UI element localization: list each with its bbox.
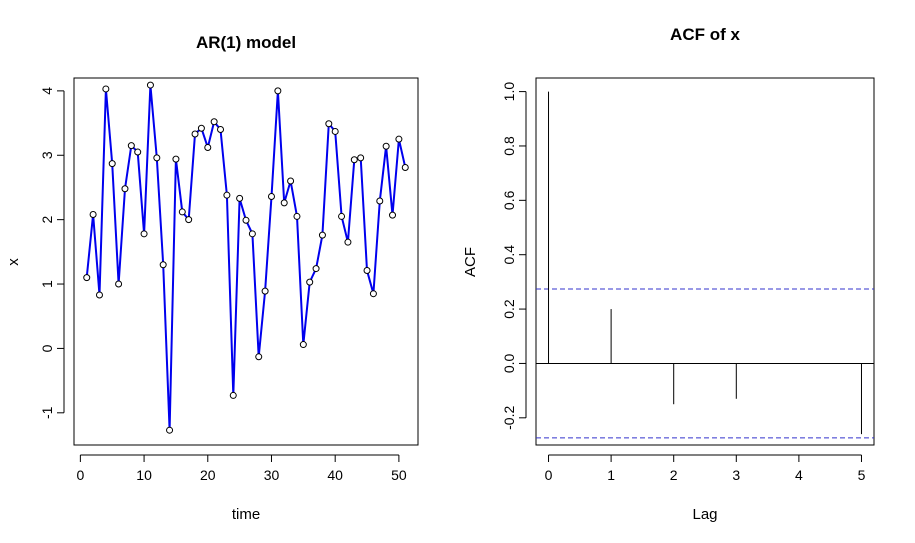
ar1-point [376,197,384,205]
ar1-point [102,85,110,93]
ar1-point [363,267,371,275]
ar1-point [287,177,295,185]
ar1-point [229,391,237,399]
ar1-point [312,265,320,273]
ar1-x-tick-label: 20 [200,467,216,483]
ar1-point [242,216,250,224]
ar1-point [248,230,256,238]
acf-x-tick-label: 4 [795,467,803,483]
acf-x-axis: 0 1 2 3 4 5 [545,454,866,483]
ar1-point [95,291,103,299]
ar1-point [401,163,409,171]
acf-x-tick-label: 0 [545,467,553,483]
ar1-point [146,81,154,89]
ar1-point [185,216,193,224]
ar1-point [350,156,358,164]
ar1-point [127,142,135,150]
ar1-point [255,353,263,361]
ar1-point [89,210,97,218]
ar1-point [325,120,333,128]
acf-y-tick-label: 0.2 [501,299,517,319]
ar1-point [389,211,397,219]
ar1-x-tick-label: 40 [327,467,343,483]
acf-x-tick-label: 5 [858,467,866,483]
acf-x-axis-label: Lag [692,506,717,523]
ar1-x-tick-label: 10 [136,467,152,483]
ar1-x-tick-label: 50 [391,467,407,483]
ar1-y-tick-label: 0 [39,344,55,352]
ar1-series-line [85,85,407,431]
acf-y-axis-label: ACF [462,247,479,277]
ar1-point [331,127,339,135]
ar1-y-tick-label: -1 [39,406,55,419]
ar1-point [178,208,186,216]
ar1-point [318,231,326,239]
ar1-point [172,155,180,163]
acf-y-tick-label: -0.2 [501,406,517,430]
ar1-point [369,290,377,298]
acf-y-tick-label: 0.8 [501,136,517,156]
ar1-x-axis: 0 10 20 30 40 50 [76,454,407,483]
ar1-point [274,87,282,95]
acf-x-tick-label: 1 [607,467,615,483]
acf-y-axis: -0.2 0.0 0.2 0.4 0.6 0.8 1.0 [501,82,527,430]
ar1-point [140,230,148,238]
acf-bars [536,91,874,439]
ar1-x-axis-label: time [232,506,260,523]
ar1-y-tick-label: 2 [39,216,55,224]
ar1-point [204,144,212,152]
acf-y-tick-label: 0.4 [501,245,517,265]
ar1-point [306,278,314,286]
acf-x-tick-label: 2 [670,467,678,483]
ar1-point [191,130,199,138]
ar1-point [223,191,231,199]
acf-y-tick-label: 1.0 [501,82,517,102]
ar1-y-axis: -1 0 1 2 3 4 [39,87,65,419]
ar1-y-tick-label: 1 [39,280,55,288]
ar1-point [338,212,346,220]
ar1-point [115,280,123,288]
ar1-panel: AR(1) model 0 10 20 30 40 50 -1 0 1 2 3 4 time x [5,33,419,523]
ar1-point [280,199,288,207]
ar1-plot-frame [73,77,419,446]
ar1-point [344,238,352,246]
ar1-point [166,426,174,434]
ar1-point [395,135,403,143]
ar1-point [210,118,218,126]
ar1-point [357,154,365,162]
ar1-point [108,160,116,168]
ar1-title: AR(1) model [196,33,296,52]
ar1-point [121,185,129,193]
acf-x-tick-label: 3 [732,467,740,483]
ar1-point [299,341,307,349]
ar1-point [159,261,167,269]
ar1-point [293,212,301,220]
acf-plot-frame [535,77,875,446]
ar1-point [236,194,244,202]
ar1-series [83,81,409,434]
ar1-x-tick-label: 0 [76,467,84,483]
ar1-point [134,148,142,156]
ar1-point [83,274,91,282]
ar1-point [217,126,225,134]
ar1-y-tick-label: 4 [39,87,55,95]
ar1-y-tick-label: 3 [39,151,55,159]
ar1-point [153,154,161,162]
ar1-point [267,192,275,200]
acf-y-tick-label: 0.0 [501,354,517,374]
ar1-point [197,124,205,132]
ar1-x-tick-label: 30 [264,467,280,483]
ar1-point [261,287,269,295]
ar1-point [382,142,390,150]
ar1-y-axis-label: x [5,258,22,266]
acf-title: ACF of x [670,25,740,44]
acf-y-tick-label: 0.6 [501,190,517,210]
acf-panel: ACF of x 0 1 2 3 4 5 -0.2 0.0 0.2 0.4 0.6 0.8 1.0 L… [462,25,875,523]
